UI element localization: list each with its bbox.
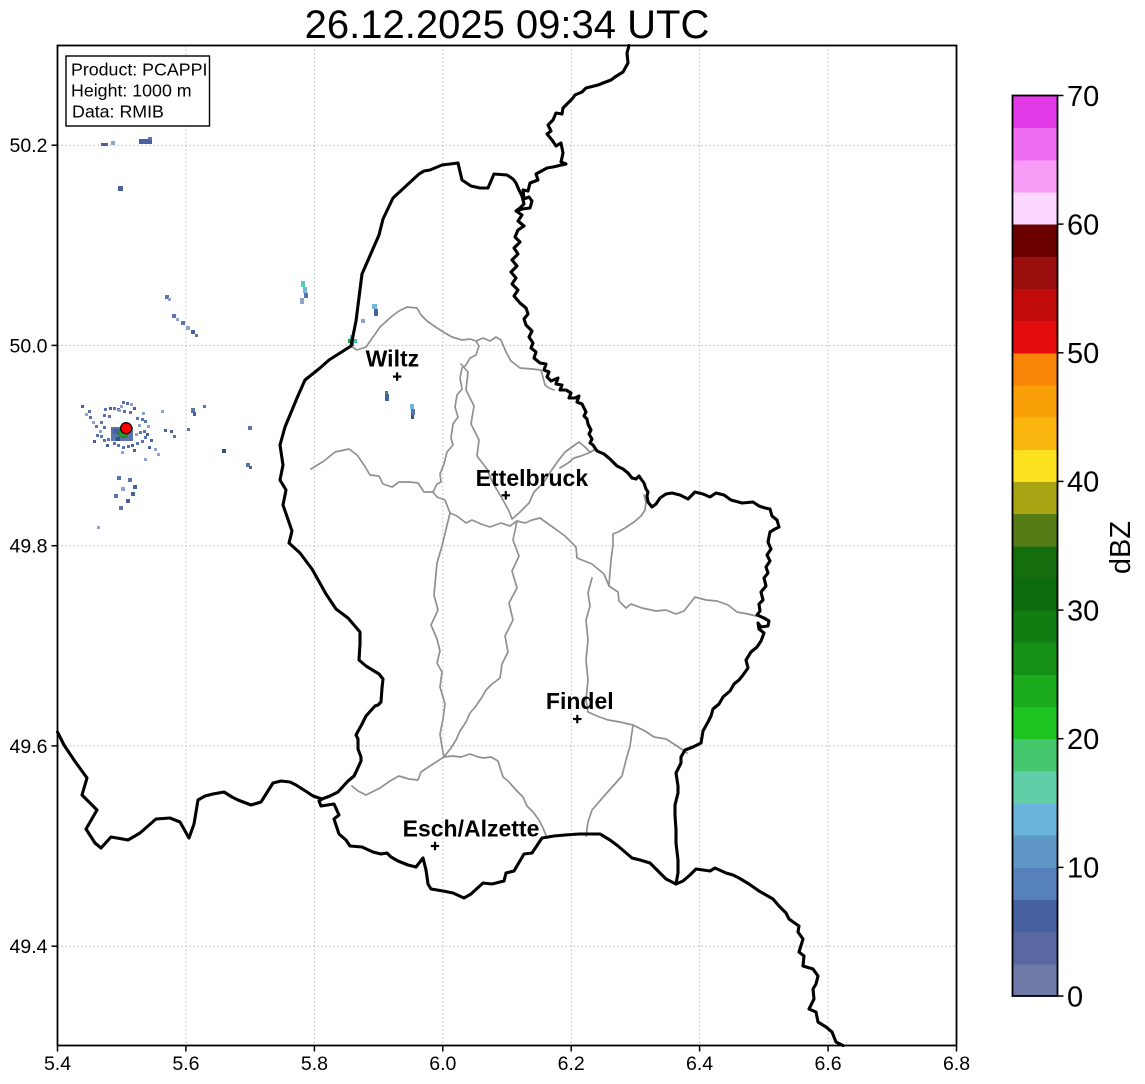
svg-text:6.2: 6.2 bbox=[558, 1053, 585, 1075]
svg-text:5.6: 5.6 bbox=[172, 1053, 199, 1075]
svg-text:6.8: 6.8 bbox=[943, 1053, 970, 1075]
svg-text:49.4: 49.4 bbox=[10, 936, 48, 958]
svg-text:Product: PCAPPI: Product: PCAPPI bbox=[71, 60, 207, 80]
svg-text:50.0: 50.0 bbox=[10, 335, 48, 357]
svg-text:0: 0 bbox=[1067, 981, 1083, 1013]
svg-text:Wiltz: Wiltz bbox=[366, 346, 419, 372]
svg-text:6.0: 6.0 bbox=[429, 1053, 456, 1075]
svg-text:49.6: 49.6 bbox=[10, 736, 48, 758]
svg-text:Findel: Findel bbox=[546, 688, 614, 714]
svg-text:49.8: 49.8 bbox=[10, 536, 48, 558]
svg-text:10: 10 bbox=[1067, 853, 1099, 885]
svg-text:5.8: 5.8 bbox=[301, 1053, 328, 1075]
svg-text:26.12.2025 09:34 UTC: 26.12.2025 09:34 UTC bbox=[305, 3, 710, 47]
svg-text:6.6: 6.6 bbox=[815, 1053, 842, 1075]
svg-text:Height: 1000 m: Height: 1000 m bbox=[71, 81, 192, 101]
svg-text:5.4: 5.4 bbox=[44, 1053, 71, 1075]
svg-text:Ettelbruck: Ettelbruck bbox=[476, 465, 589, 491]
svg-text:Data: RMIB: Data: RMIB bbox=[72, 102, 164, 122]
svg-text:40: 40 bbox=[1067, 467, 1099, 499]
svg-text:dBZ: dBZ bbox=[1105, 521, 1137, 574]
svg-text:60: 60 bbox=[1067, 209, 1099, 241]
svg-text:6.4: 6.4 bbox=[686, 1053, 713, 1075]
svg-text:30: 30 bbox=[1067, 595, 1099, 627]
svg-text:70: 70 bbox=[1067, 81, 1099, 113]
svg-text:50: 50 bbox=[1067, 338, 1099, 370]
svg-text:50.2: 50.2 bbox=[10, 135, 48, 157]
svg-text:Esch/Alzette: Esch/Alzette bbox=[403, 816, 540, 842]
svg-text:20: 20 bbox=[1067, 724, 1099, 756]
